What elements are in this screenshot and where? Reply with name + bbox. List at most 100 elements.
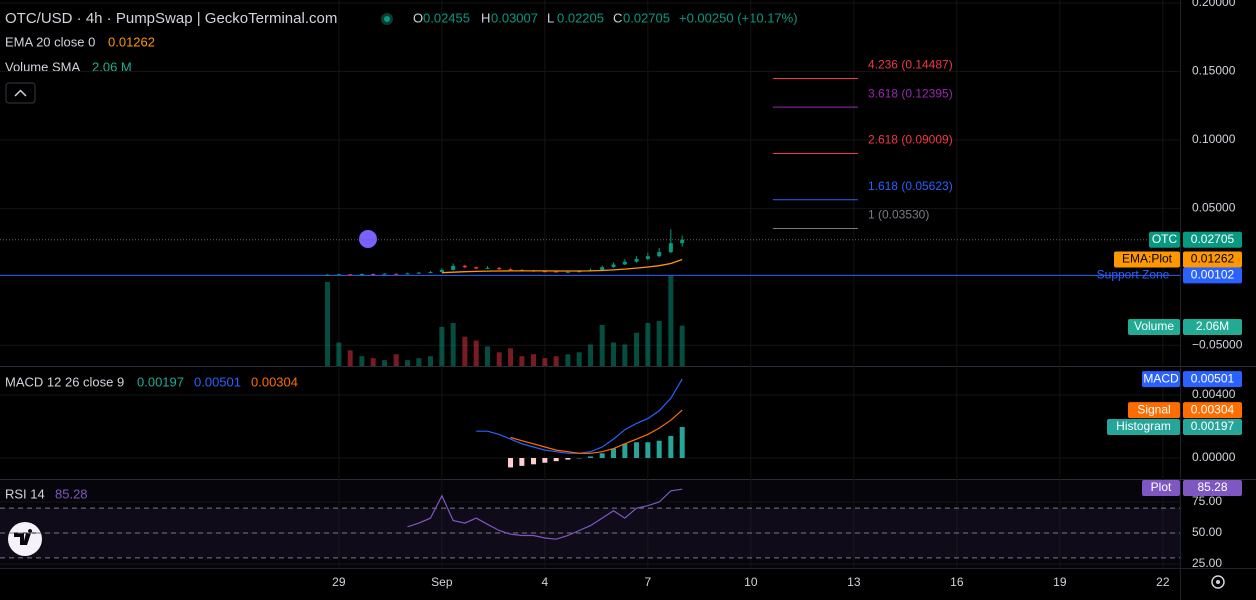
volume-bar — [336, 342, 342, 366]
price-tag-label: EMA:Plot — [1122, 252, 1173, 266]
candle-body — [485, 267, 490, 269]
fib-label: 1.618 (0.05623) — [868, 179, 953, 193]
candle-body — [645, 256, 650, 259]
price-tag-label: MACD — [1143, 371, 1179, 385]
fib-label: 4.236 (0.14487) — [868, 58, 953, 72]
candle-body — [382, 273, 387, 275]
price-tag-label-box — [1114, 251, 1180, 268]
status-dot — [384, 16, 390, 22]
candle-body — [497, 267, 502, 270]
price-tag-value: 0.00501 — [1191, 371, 1235, 385]
price-tag-value: 0.00102 — [1191, 268, 1235, 282]
histogram-bar — [588, 456, 594, 459]
x-tick-label: 29 — [332, 575, 346, 589]
histogram-bar — [553, 458, 559, 462]
rsi-line — [407, 488, 683, 540]
volume-bar — [519, 356, 525, 366]
price-tag-label-box — [1149, 231, 1180, 248]
candle-body — [416, 272, 421, 274]
rsi-legend: RSI 14 — [5, 486, 45, 501]
volume-bar — [645, 322, 651, 366]
ema-legend-value: 0.01262 — [108, 34, 155, 49]
y-tick-label: −0.05000 — [1192, 337, 1243, 351]
volume-bar — [325, 281, 331, 366]
histogram-bar — [611, 448, 617, 459]
collapse-button[interactable] — [5, 82, 36, 104]
histogram-bar — [565, 458, 571, 460]
price-tag-value: 0.02705 — [1191, 232, 1235, 246]
candle-body — [565, 271, 570, 273]
settings-icon[interactable] — [1211, 575, 1225, 589]
histogram-bar — [576, 458, 582, 459]
ema-line — [441, 258, 683, 274]
y-tick-label: 0.05000 — [1192, 200, 1236, 214]
price-tag-label-box — [1142, 371, 1180, 388]
price-tag-label-box — [1142, 480, 1180, 496]
y-tick-label: 50.00 — [1192, 525, 1222, 539]
price-tag-box — [1183, 480, 1242, 496]
volume-bar — [576, 352, 582, 366]
candle-body — [542, 271, 547, 273]
ohlc-label: L — [547, 10, 554, 25]
volume-bar — [370, 358, 376, 366]
price-tag-box — [1183, 267, 1242, 284]
ohlc-value: 0.02205 — [557, 10, 604, 25]
macd-legend-value: 0.00197 — [137, 374, 184, 389]
candle-body — [554, 271, 559, 273]
x-tick-label: 10 — [744, 575, 758, 589]
x-tick-label: 7 — [645, 575, 652, 589]
macd-legend-value: 0.00304 — [251, 374, 298, 389]
price-tag-label: Support Zone — [1097, 268, 1170, 282]
x-tick-label: 16 — [950, 575, 964, 589]
price-tag-box — [1183, 251, 1242, 268]
volume-bar — [416, 358, 422, 366]
histogram-bar — [519, 458, 525, 466]
y-tick-label: 75.00 — [1192, 494, 1222, 508]
candle-body — [668, 243, 673, 253]
candle-body — [371, 274, 376, 276]
volume-bar — [542, 358, 548, 366]
histogram-bar — [508, 458, 514, 468]
fib-label: 2.618 (0.09009) — [868, 133, 953, 147]
collapse-button-box[interactable] — [5, 82, 36, 104]
x-tick-label: 13 — [847, 575, 861, 589]
rsi-pane-bg — [0, 480, 1180, 568]
ohlc-value: 0.02455 — [423, 10, 470, 25]
volume-bar — [485, 346, 491, 366]
rsi-legend-value: 85.28 — [55, 486, 88, 501]
ohlc-label: C — [613, 10, 622, 25]
volume-bar — [382, 360, 388, 366]
volume-bar — [622, 344, 628, 366]
candle-body — [634, 258, 639, 262]
candle-body — [622, 261, 627, 265]
y-tick-label: 25.00 — [1192, 556, 1222, 570]
histogram-bar — [599, 453, 605, 459]
candle-body — [657, 252, 662, 257]
macd-legend-value: 0.00501 — [194, 374, 241, 389]
histogram-bar — [542, 458, 548, 463]
histogram-bar — [656, 440, 662, 459]
y-tick-label: 0.00000 — [1192, 450, 1236, 464]
volume-bar — [347, 350, 353, 366]
volume-bar — [679, 325, 685, 366]
price-tag-value: 0.01262 — [1191, 252, 1235, 266]
candle-body — [474, 267, 479, 269]
collapse-icon[interactable] — [14, 89, 27, 97]
candle-body — [600, 267, 605, 270]
event-marker[interactable] — [359, 230, 377, 248]
settings-button[interactable] — [1211, 575, 1225, 589]
price-tag-label: Volume — [1134, 319, 1174, 333]
candle-body — [577, 271, 582, 273]
histogram-bar — [679, 426, 685, 459]
volume-bar — [656, 321, 662, 366]
y-tick-label: 0.10000 — [1192, 132, 1236, 146]
ohlc-label: H — [481, 10, 490, 25]
volume-legend-value: 2.06 M — [92, 59, 132, 74]
chart-title: OTC/USD · 4h · PumpSwap | GeckoTerminal.… — [5, 10, 337, 27]
price-tag-box — [1183, 319, 1242, 335]
ohlc-value: 0.02705 — [623, 10, 670, 25]
price-tag-box — [1183, 231, 1242, 248]
histogram-bar — [645, 442, 651, 459]
settings-icon-center[interactable] — [1216, 580, 1220, 584]
